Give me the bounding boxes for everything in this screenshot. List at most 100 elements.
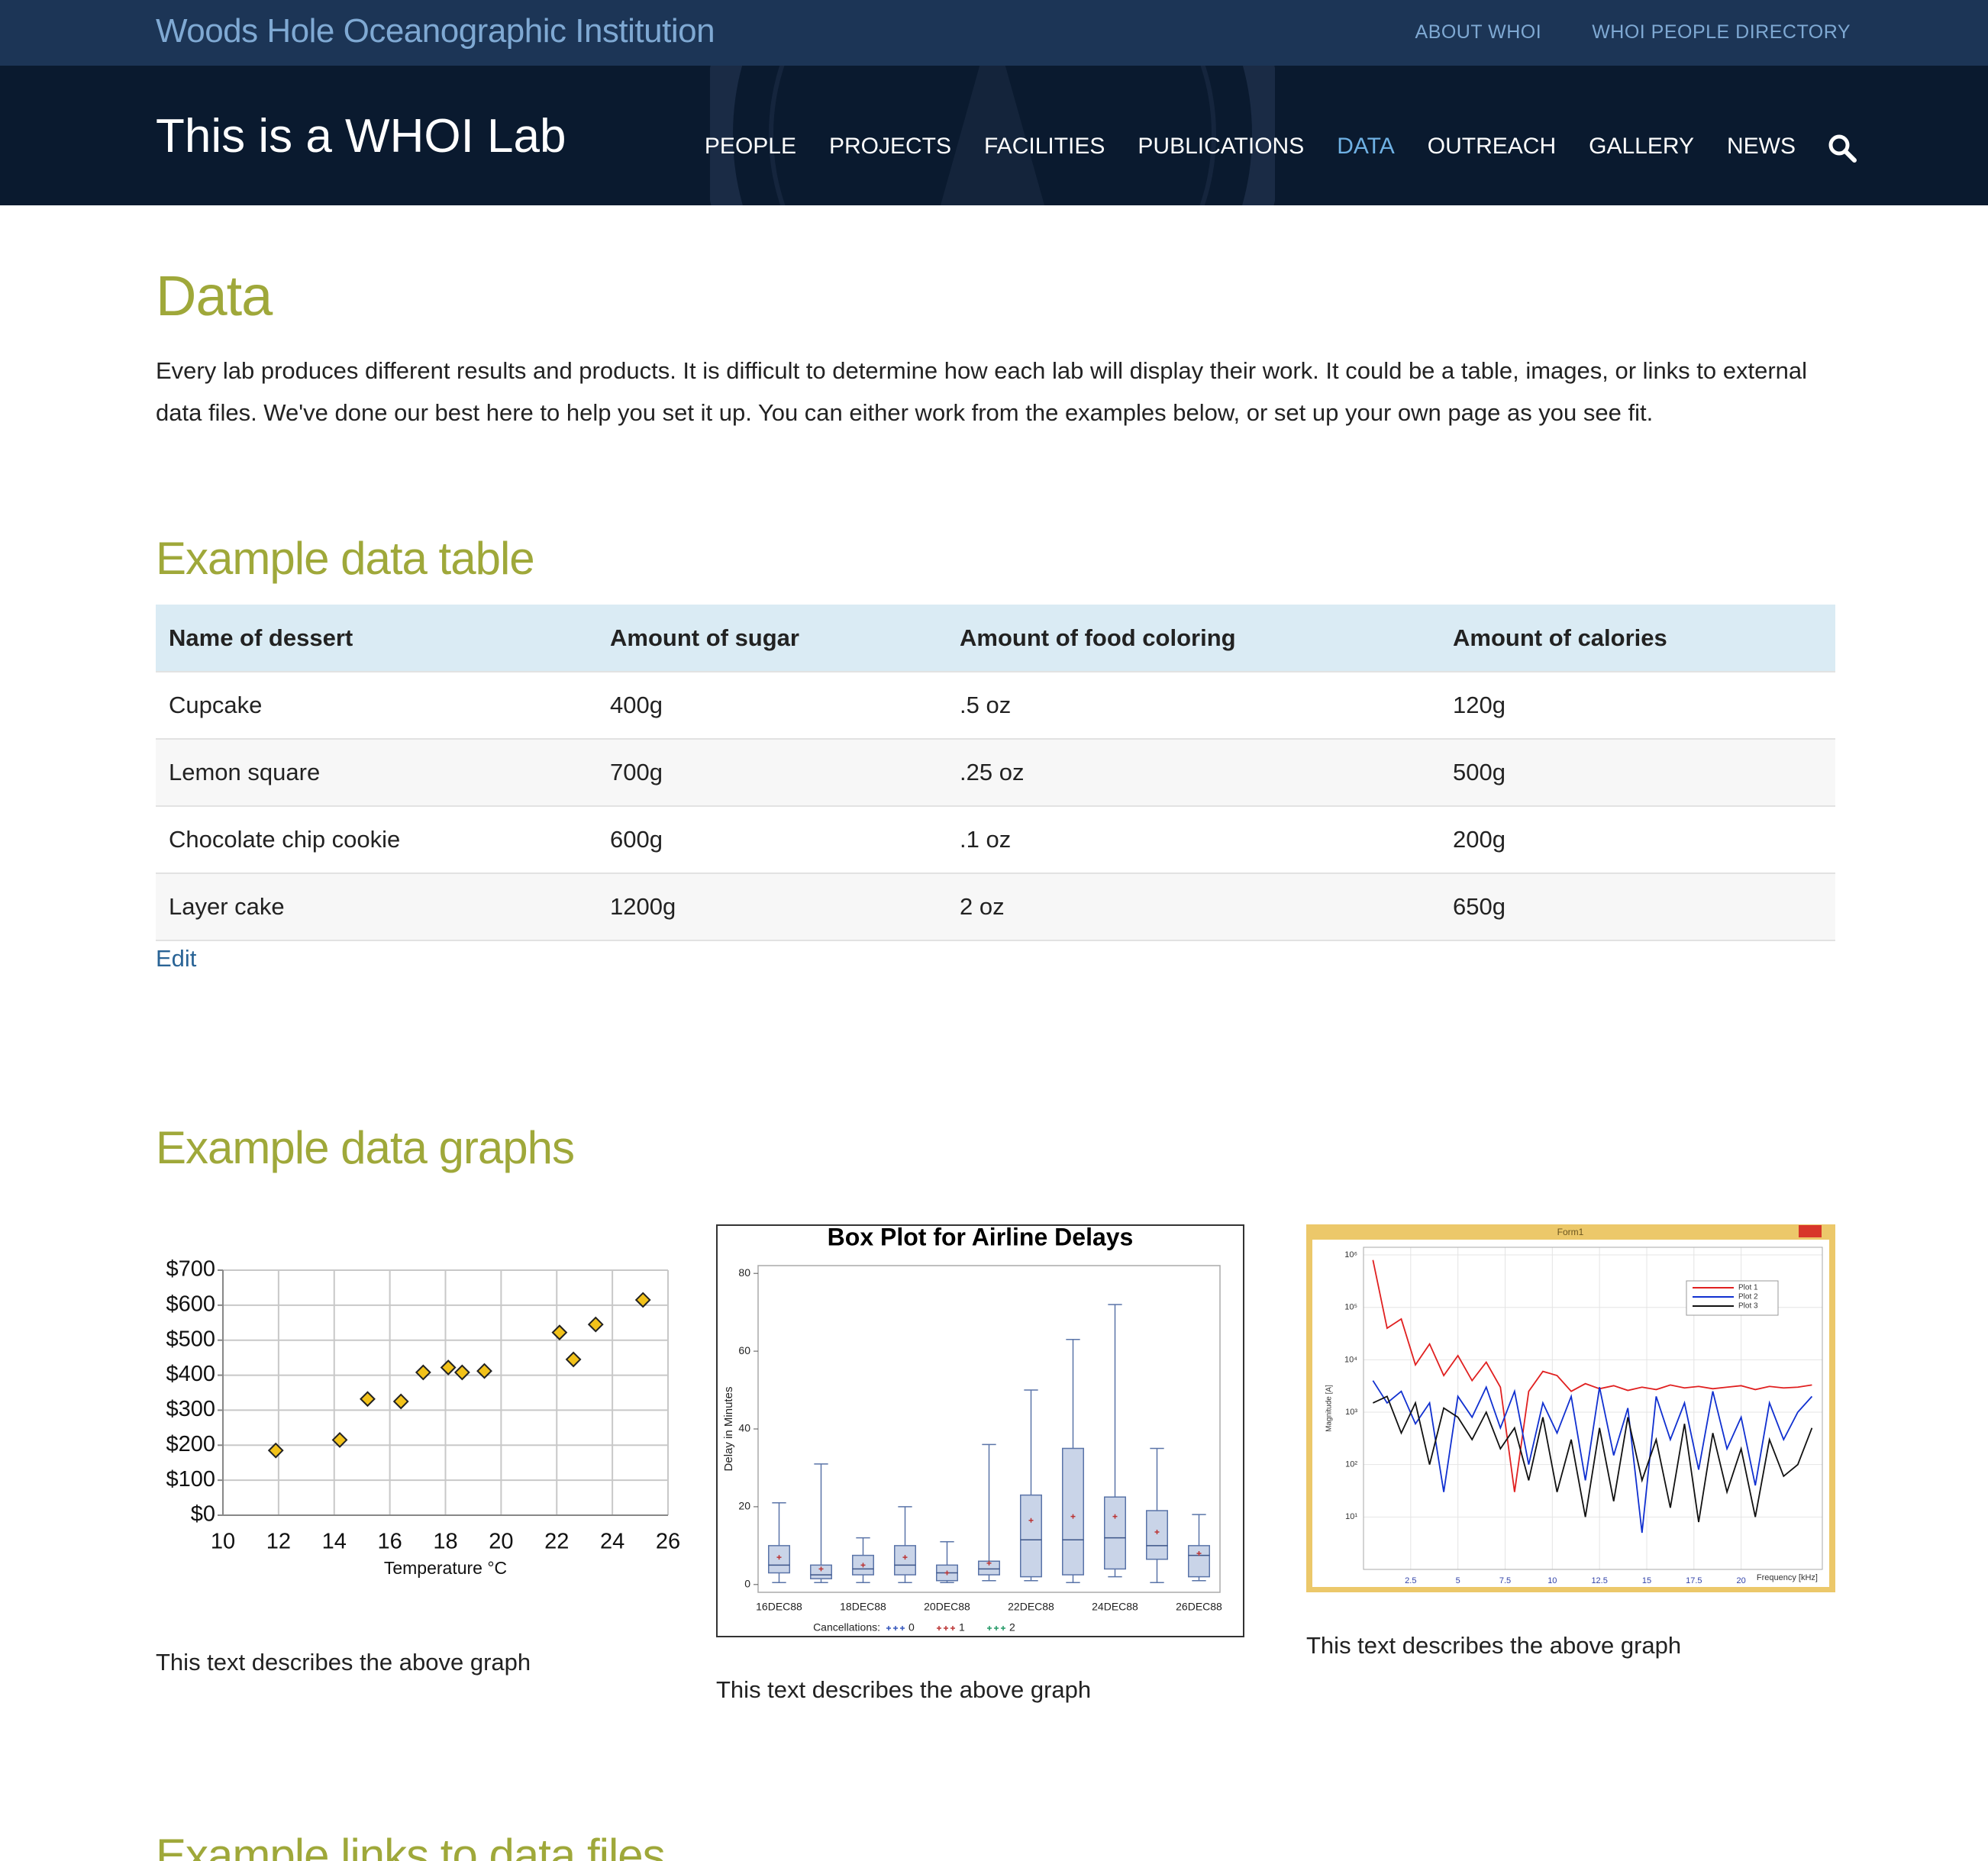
scatter-point xyxy=(392,1393,409,1410)
legend-symbol xyxy=(994,1626,999,1630)
site-name[interactable]: Woods Hole Oceanographic Institution xyxy=(156,12,715,50)
x-tick-label: 15 xyxy=(1642,1576,1651,1585)
nav-link[interactable]: PEOPLE xyxy=(704,134,796,159)
x-tick-label: 14 xyxy=(322,1530,347,1554)
mean-marker xyxy=(1070,1514,1076,1519)
table-cell: Lemon square xyxy=(156,739,597,807)
nav-link[interactable]: OUTREACH xyxy=(1427,134,1557,159)
nav-link[interactable]: DATA xyxy=(1337,134,1395,159)
top-link[interactable]: ABOUT WHOI xyxy=(1415,21,1542,43)
legend-label: Plot 2 xyxy=(1738,1293,1758,1301)
legend-title: Cancellations: xyxy=(813,1621,880,1634)
top-bar: Woods Hole Oceanographic Institution ABO… xyxy=(0,0,1988,66)
scatter-chart: $0 $100 $200 $300 $400 $500 $600 $700 10 12 14 16 18… xyxy=(166,1257,680,1578)
legend-label: 1 xyxy=(959,1621,965,1634)
table-row: Cupcake 400g .5 oz 120g xyxy=(156,672,1835,740)
window-title: Form1 xyxy=(1557,1227,1584,1237)
table-cell: 500g xyxy=(1440,739,1835,807)
legend-label: Plot 3 xyxy=(1738,1302,1758,1311)
section-heading: Example data graphs xyxy=(156,1122,575,1173)
main-nav: PEOPLE PROJECTS FACILITIES PUBLICATIONS DATA… xyxy=(705,134,1796,160)
window-close xyxy=(1799,1225,1822,1237)
mean-marker xyxy=(860,1563,866,1568)
y-tick-label: 0 xyxy=(744,1578,750,1590)
y-tick-label: 10³ xyxy=(1345,1408,1357,1417)
x-tick-label: 24 xyxy=(600,1530,624,1554)
mean-marker xyxy=(902,1555,908,1560)
legend-label: 0 xyxy=(908,1621,915,1634)
box xyxy=(1146,1510,1168,1560)
scatter-point xyxy=(587,1316,604,1333)
search-icon[interactable] xyxy=(1827,133,1857,163)
x-tick-label: 22DEC88 xyxy=(1008,1601,1054,1613)
nav-link[interactable]: PUBLICATIONS xyxy=(1138,134,1305,159)
table-row: Layer cake 1200g 2 oz 650g xyxy=(156,873,1835,941)
mean-marker xyxy=(776,1555,782,1560)
x-tick-label: 17.5 xyxy=(1686,1576,1702,1585)
table-cell: .25 oz xyxy=(947,739,1440,807)
scatter-point xyxy=(415,1364,431,1381)
y-tick-label: 40 xyxy=(738,1422,750,1434)
legend-symbol xyxy=(1001,1626,1005,1630)
x-tick-label: 26 xyxy=(656,1530,680,1554)
header: This is a WHOI Lab PEOPLE PROJECTS FACILIT… xyxy=(0,66,1988,205)
table-header-cell: Amount of food coloring xyxy=(947,605,1440,672)
x-tick-label: 5 xyxy=(1456,1576,1460,1585)
box-chart: Box Plot for Airline Delays020406080Dela… xyxy=(716,1224,1244,1637)
table-cell: Layer cake xyxy=(156,873,597,941)
y-tick-label: $100 xyxy=(166,1467,215,1492)
scatter-point xyxy=(453,1364,470,1381)
lab-title[interactable]: This is a WHOI Lab xyxy=(156,110,566,163)
page-title: Data xyxy=(156,264,273,327)
box xyxy=(1188,1545,1210,1578)
y-tick-label: $400 xyxy=(166,1362,215,1386)
y-tick-label: $700 xyxy=(166,1257,215,1282)
table-cell: 2 oz xyxy=(947,873,1440,941)
x-tick-label: 10 xyxy=(1547,1576,1557,1585)
x-tick-label: 7.5 xyxy=(1499,1576,1511,1585)
top-links: ABOUT WHOI WHOI PEOPLE DIRECTORY xyxy=(1415,21,1851,44)
top-link[interactable]: WHOI PEOPLE DIRECTORY xyxy=(1592,21,1851,43)
table-cell: Cupcake xyxy=(156,672,597,740)
intro-text: Every lab produces different results and… xyxy=(156,357,1808,426)
table-row: Lemon square 700g .25 oz 500g xyxy=(156,739,1835,807)
mean-marker xyxy=(986,1560,992,1566)
nav-link[interactable]: FACILITIES xyxy=(984,134,1105,159)
legend-label: Plot 1 xyxy=(1738,1284,1758,1292)
scatter-point xyxy=(331,1431,348,1448)
section-heading: Example data table xyxy=(156,533,535,584)
data-table: Name of dessert Amount of sugar Amount of … xyxy=(156,605,1835,941)
mean-marker xyxy=(1112,1514,1118,1519)
x-tick-label: 12.5 xyxy=(1591,1576,1607,1585)
scatter-point xyxy=(476,1363,492,1379)
table-cell: 200g xyxy=(1440,806,1835,874)
mean-marker xyxy=(1028,1518,1034,1523)
y-tick-label: $600 xyxy=(166,1292,215,1317)
y-tick-label: $500 xyxy=(166,1327,215,1351)
table-cell: .1 oz xyxy=(947,806,1440,874)
graph-caption: This text describes the above graph xyxy=(1306,1632,1682,1659)
box xyxy=(1104,1496,1126,1570)
series-line xyxy=(1372,1259,1812,1492)
scatter-point xyxy=(267,1442,284,1459)
y-tick-label: 80 xyxy=(738,1266,750,1279)
box xyxy=(1020,1494,1042,1578)
x-tick-label: 20DEC88 xyxy=(924,1601,970,1613)
x-tick-label: 2.5 xyxy=(1405,1576,1416,1585)
y-tick-label: 60 xyxy=(738,1344,750,1356)
nav-link[interactable]: GALLERY xyxy=(1589,134,1694,159)
table-cell: 1200g xyxy=(597,873,947,941)
x-tick-label: 20 xyxy=(489,1530,513,1554)
nav-link[interactable]: NEWS xyxy=(1727,134,1796,159)
y-axis-label: Magnitude [A] xyxy=(1325,1385,1334,1432)
x-tick-label: 22 xyxy=(544,1530,569,1554)
nav-link[interactable]: PROJECTS xyxy=(828,134,952,159)
legend-symbol xyxy=(944,1626,948,1630)
x-tick-label: 16 xyxy=(377,1530,402,1554)
y-tick-label: 10⁵ xyxy=(1344,1303,1357,1312)
legend-symbol xyxy=(893,1626,898,1630)
y-tick-label: 10⁶ xyxy=(1344,1250,1357,1259)
x-axis-label: Temperature °C xyxy=(384,1558,507,1578)
edit-link[interactable]: Edit xyxy=(156,945,197,972)
